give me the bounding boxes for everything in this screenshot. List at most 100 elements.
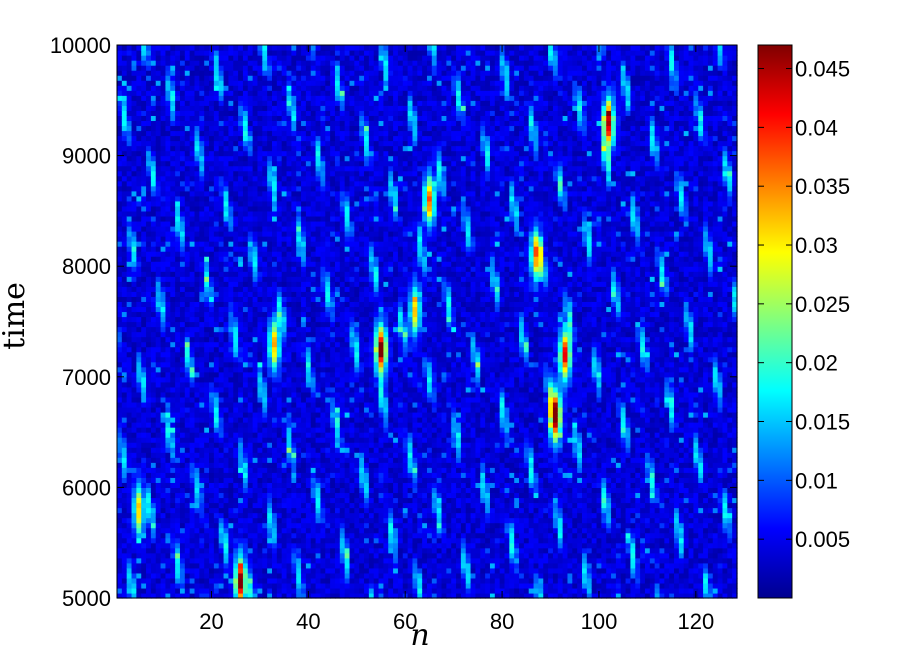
heatmap-cell xyxy=(160,492,167,499)
heatmap-cell xyxy=(184,417,191,423)
heatmap-cell xyxy=(252,70,259,76)
heatmap-cell xyxy=(233,180,239,187)
heatmap-cell xyxy=(209,467,215,473)
heatmap-cell xyxy=(276,537,283,544)
heatmap-cell xyxy=(330,105,336,111)
heatmap-cell xyxy=(126,487,133,494)
heatmap-cell xyxy=(213,130,220,137)
heatmap-cell xyxy=(320,502,326,509)
heatmap-cell xyxy=(334,447,341,453)
heatmap-cell xyxy=(242,210,249,217)
heatmap-cell xyxy=(160,482,167,488)
heatmap-cell xyxy=(131,457,137,463)
heatmap-cell xyxy=(315,120,322,127)
heatmap-cell xyxy=(204,276,210,282)
heatmap-cell xyxy=(330,261,336,267)
heatmap-cell xyxy=(281,577,288,584)
heatmap-cell xyxy=(320,567,326,574)
heatmap-cell xyxy=(330,231,336,237)
heatmap-cell xyxy=(209,381,215,388)
heatmap-cell xyxy=(160,90,167,96)
heatmap-cell xyxy=(233,557,239,564)
heatmap-cell xyxy=(272,542,278,549)
heatmap-cell xyxy=(199,522,205,529)
heatmap-cell xyxy=(272,507,278,514)
heatmap-cell xyxy=(199,160,205,167)
heatmap-cell xyxy=(204,291,210,297)
heatmap-cell xyxy=(262,281,268,287)
heatmap-cell xyxy=(325,587,331,594)
heatmap-cell xyxy=(126,492,133,499)
heatmap-cell xyxy=(301,140,307,147)
heatmap-cell xyxy=(257,547,263,554)
heatmap-cell xyxy=(262,135,268,142)
heatmap-cell xyxy=(252,562,259,569)
heatmap-cell xyxy=(184,261,191,267)
heatmap-cell xyxy=(325,85,331,91)
heatmap-cell xyxy=(204,241,210,247)
heatmap-cell xyxy=(267,582,273,589)
heatmap-cell xyxy=(213,457,220,463)
heatmap-cell xyxy=(136,336,142,343)
heatmap-cell xyxy=(126,251,133,257)
heatmap-cell xyxy=(320,100,326,106)
heatmap-cell xyxy=(242,527,249,534)
heatmap-cell xyxy=(175,592,181,599)
heatmap-cell xyxy=(194,522,200,529)
heatmap-cell xyxy=(291,190,297,197)
heatmap-cell xyxy=(310,115,317,122)
heatmap-cell xyxy=(315,492,322,499)
heatmap-cell xyxy=(242,346,249,353)
heatmap-cell xyxy=(170,406,176,413)
heatmap-cell xyxy=(276,507,283,514)
heatmap-cell xyxy=(330,552,336,559)
heatmap-cell xyxy=(199,276,205,282)
heatmap-cell xyxy=(242,115,249,122)
heatmap-cell xyxy=(281,150,288,157)
heatmap-cell xyxy=(170,55,176,61)
heatmap-cell xyxy=(194,331,200,338)
heatmap-cell xyxy=(194,547,200,554)
heatmap-cell xyxy=(233,452,239,458)
heatmap-cell xyxy=(170,301,176,308)
heatmap-cell xyxy=(272,502,278,509)
heatmap-cell xyxy=(136,306,142,313)
heatmap-cell xyxy=(325,170,331,177)
heatmap-cell xyxy=(136,220,142,227)
heatmap-cell xyxy=(281,582,288,589)
heatmap-cell xyxy=(257,306,263,313)
heatmap-cell xyxy=(131,286,137,292)
heatmap-cell xyxy=(228,477,234,483)
heatmap-cell xyxy=(155,532,162,539)
heatmap-cell xyxy=(218,361,225,368)
heatmap-cell xyxy=(281,507,288,514)
heatmap-cell xyxy=(194,90,200,96)
heatmap-cell xyxy=(121,296,128,302)
heatmap-cell xyxy=(199,190,205,197)
heatmap-cell xyxy=(252,502,259,509)
heatmap-cell xyxy=(238,70,244,76)
heatmap-cell xyxy=(141,45,147,51)
heatmap-cell xyxy=(160,371,167,378)
heatmap-cell xyxy=(204,552,210,559)
heatmap-cell xyxy=(320,281,326,287)
heatmap-cell xyxy=(315,170,322,177)
heatmap-cell xyxy=(175,507,181,514)
heatmap-cell xyxy=(228,296,234,302)
heatmap-cell xyxy=(330,411,336,418)
heatmap-cell xyxy=(252,336,259,343)
heatmap-cell xyxy=(247,482,254,488)
heatmap-cell xyxy=(194,110,200,116)
heatmap-cell xyxy=(136,160,142,167)
heatmap-cell xyxy=(184,125,191,132)
heatmap-cell xyxy=(267,311,273,318)
heatmap-cell xyxy=(242,422,249,428)
heatmap-cell xyxy=(150,577,157,584)
heatmap-cell xyxy=(315,356,322,363)
heatmap-cell xyxy=(286,130,292,137)
heatmap-cell xyxy=(189,316,196,323)
heatmap-cell xyxy=(160,225,167,232)
heatmap-cell xyxy=(160,417,167,423)
heatmap-cell xyxy=(165,346,171,353)
heatmap-cell xyxy=(170,246,176,252)
